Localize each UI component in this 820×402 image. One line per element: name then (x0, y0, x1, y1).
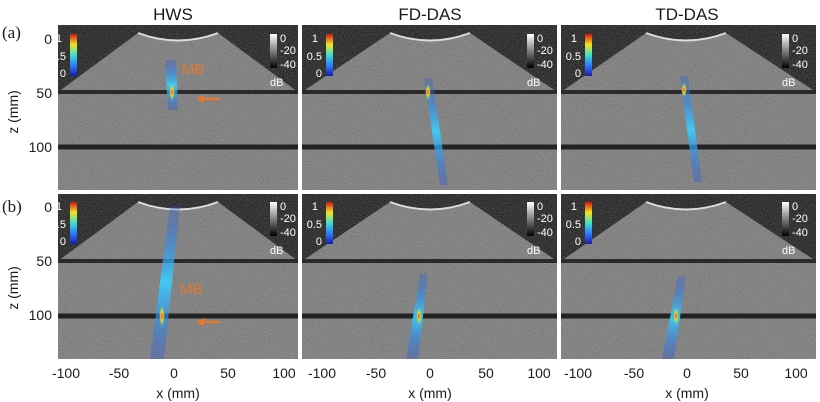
mb-annotation-b: MB (180, 281, 203, 298)
panel-a-hws: MB (58, 25, 298, 190)
jet-tick: 0 (60, 236, 66, 248)
jet-tick: 0.5 (307, 51, 322, 63)
jet-tick: 0.5 (566, 51, 581, 63)
jet-tick: 1 (56, 201, 62, 213)
gray-colorbar (270, 34, 277, 68)
gray-tick: 0 (280, 33, 286, 45)
x-tick: 0 (426, 365, 434, 381)
jet-colorbar (585, 34, 592, 76)
x-tick: -100 (52, 365, 80, 381)
jet-tick: 0.5 (307, 219, 322, 231)
jet-tick: 0.5 (566, 219, 581, 231)
x-axis-col1: -100 -50 0 50 100 x (mm) (52, 365, 296, 401)
y-tick-a-100: 100 (29, 139, 53, 155)
x-tick: 0 (683, 365, 691, 381)
x-axis-label: x (mm) (408, 385, 452, 401)
x-tick: -50 (366, 365, 386, 381)
jet-colorbar (70, 202, 77, 244)
jet-tick: 0 (316, 236, 322, 248)
x-tick: 50 (478, 365, 494, 381)
column-title-hws: HWS (153, 5, 193, 24)
panel-b-hws: MB (58, 194, 298, 359)
x-tick: 100 (527, 365, 551, 381)
mb-annotation-a: MB (182, 61, 205, 78)
column-title-td-das: TD-DAS (655, 5, 718, 24)
x-axis-col2: -100 -50 0 50 100 x (mm) (308, 365, 551, 401)
jet-tick: 1 (56, 33, 62, 45)
gray-tick: 0 (792, 201, 798, 213)
x-tick: 100 (784, 365, 808, 381)
y-axis-label-a: z (mm) (5, 90, 21, 134)
gray-colorbar (527, 202, 534, 236)
gray-tick: -40 (792, 59, 808, 71)
jet-tick: 1 (571, 33, 577, 45)
gray-tick: -40 (280, 59, 296, 71)
gray-unit: dB (270, 245, 283, 257)
jet-colorbar (585, 202, 592, 244)
gray-tick: -20 (537, 45, 553, 57)
gray-tick: 0 (537, 33, 543, 45)
jet-tick: 0 (316, 68, 322, 80)
jet-tick: 0 (575, 236, 581, 248)
jet-colorbar (326, 202, 333, 244)
gray-tick: -40 (280, 227, 296, 239)
jet-tick: 0 (575, 68, 581, 80)
gray-tick: -20 (792, 213, 808, 225)
gray-unit: dB (782, 77, 795, 89)
gray-colorbar (782, 34, 789, 68)
jet-colorbar (326, 34, 333, 76)
x-tick: -50 (624, 365, 644, 381)
y-tick-a-50: 50 (36, 85, 52, 101)
panel-a-td-das (561, 25, 816, 190)
gray-tick: -20 (792, 45, 808, 57)
gray-tick: -20 (280, 45, 296, 57)
x-tick: 0 (170, 365, 178, 381)
panel-b-fd-das (302, 194, 557, 359)
column-title-fd-das: FD-DAS (398, 5, 461, 24)
gray-colorbar (527, 34, 534, 68)
gray-unit: dB (527, 77, 540, 89)
jet-tick: 0.5 (51, 219, 66, 231)
gray-tick: -40 (537, 59, 553, 71)
x-tick: -100 (564, 365, 592, 381)
gray-tick: 0 (537, 201, 543, 213)
gray-unit: dB (527, 245, 540, 257)
gray-tick: -40 (792, 227, 808, 239)
panel-a-fd-das (302, 25, 557, 190)
panel-label-a: (a) (2, 23, 21, 42)
y-tick-b-100: 100 (29, 307, 53, 323)
panel-label-b: (b) (2, 197, 22, 216)
gray-unit: dB (270, 77, 283, 89)
gray-colorbar (270, 202, 277, 236)
gray-tick: 0 (280, 201, 286, 213)
gray-unit: dB (782, 245, 795, 257)
y-tick-b-0: 0 (44, 199, 52, 215)
x-tick: -50 (109, 365, 129, 381)
gray-colorbar (782, 202, 789, 236)
y-tick-a-0: 0 (44, 31, 52, 47)
gray-tick: 0 (792, 33, 798, 45)
x-axis-label: x (mm) (156, 385, 200, 401)
jet-tick: 1 (571, 201, 577, 213)
x-tick: 100 (272, 365, 296, 381)
y-axis-label-b: z (mm) (5, 266, 21, 310)
jet-tick: 1 (312, 201, 318, 213)
gray-tick: -20 (537, 213, 553, 225)
x-tick: 50 (220, 365, 236, 381)
x-tick: -100 (308, 365, 336, 381)
panel-b-td-das (561, 194, 816, 359)
jet-colorbar (70, 34, 77, 76)
x-axis-label: x (mm) (665, 385, 709, 401)
x-tick: 50 (733, 365, 749, 381)
gray-tick: -40 (537, 227, 553, 239)
jet-tick: 1 (312, 33, 318, 45)
jet-tick: 0.5 (51, 51, 66, 63)
y-tick-b-50: 50 (36, 253, 52, 269)
gray-tick: -20 (280, 213, 296, 225)
colorbars: 1 0.5 0 0 -20 -40 dB 1 0.5 0 0 -20 -40 d… (51, 33, 808, 257)
x-axis-col3: -100 -50 0 50 100 x (mm) (564, 365, 808, 401)
jet-tick: 0 (60, 68, 66, 80)
